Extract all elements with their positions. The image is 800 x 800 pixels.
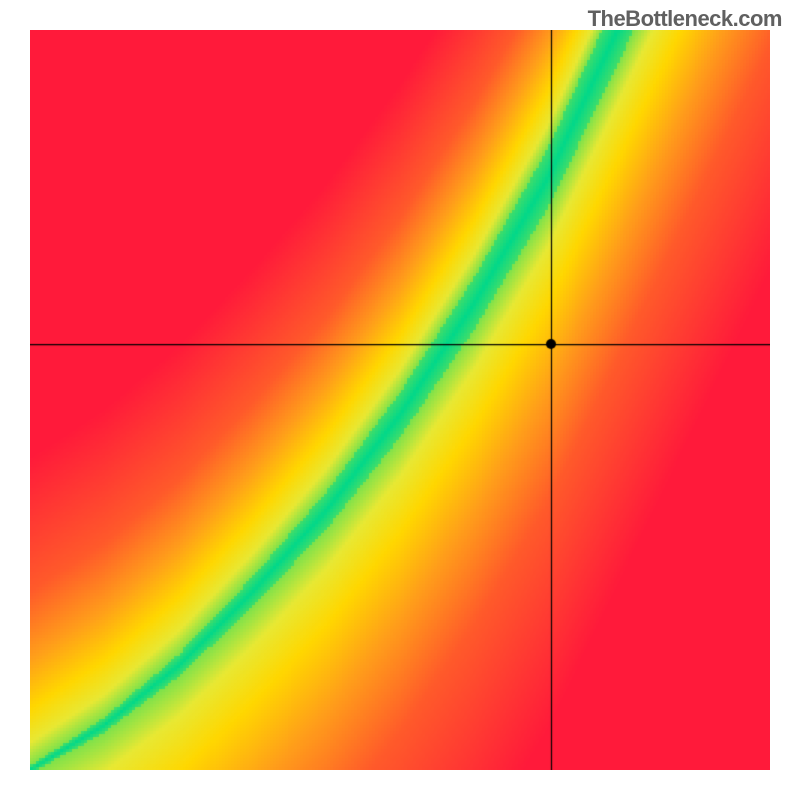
- watermark-text: TheBottleneck.com: [588, 6, 782, 32]
- bottleneck-heatmap: [30, 30, 770, 770]
